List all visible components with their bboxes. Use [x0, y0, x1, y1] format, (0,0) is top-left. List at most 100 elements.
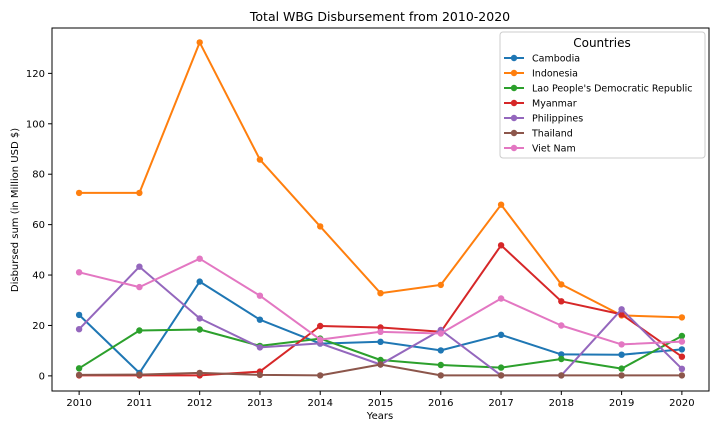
data-point: [558, 298, 565, 305]
legend-label: Indonesia: [532, 69, 578, 80]
x-tick-label: 2011: [127, 398, 152, 409]
legend-swatch-marker: [510, 144, 518, 152]
data-point: [75, 365, 83, 372]
legend-swatch-marker: [510, 129, 518, 137]
data-point: [196, 278, 203, 285]
data-point: [196, 255, 203, 262]
data-point: [377, 361, 384, 368]
legend-item: Viet Nam: [504, 144, 576, 155]
data-point: [136, 371, 143, 378]
data-point: [136, 189, 143, 197]
x-tick-label: 2020: [669, 398, 694, 409]
data-point: [75, 269, 83, 276]
x-tick-label: 2017: [488, 398, 513, 409]
series-layer: [75, 39, 686, 379]
data-point: [678, 332, 686, 340]
data-point: [558, 351, 565, 358]
data-point: [377, 338, 384, 345]
data-point: [437, 361, 444, 369]
legend-item: Lao People's Democratic Republic: [504, 84, 692, 95]
data-point: [256, 344, 264, 351]
legend-label: Myanmar: [532, 99, 577, 110]
data-point: [497, 242, 505, 249]
legend: Countries Cambodia Indonesia Lao People's …: [499, 31, 706, 159]
y-tick-label: 0: [39, 371, 45, 382]
y-axis: 0 20 40 60 80 100 120: [26, 69, 52, 382]
legend-title: Countries: [573, 36, 631, 50]
data-point: [497, 364, 505, 371]
data-point: [75, 371, 83, 379]
legend-label: Cambodia: [532, 54, 580, 65]
data-point: [618, 341, 625, 348]
data-point: [497, 372, 505, 379]
data-point: [377, 290, 384, 297]
data-point: [75, 326, 83, 333]
data-point: [678, 353, 686, 360]
data-point: [437, 330, 444, 337]
data-point: [558, 355, 565, 363]
series-lao-people-s-democratic-republic: [75, 326, 686, 372]
data-point: [317, 223, 324, 230]
data-point: [618, 365, 625, 372]
legend-item: Cambodia: [504, 54, 580, 65]
data-point: [256, 316, 264, 323]
series-line-myanmar: [79, 244, 683, 377]
data-point: [75, 311, 83, 319]
x-tick-label: 2014: [307, 398, 332, 409]
data-point: [678, 346, 686, 353]
y-tick-label: 40: [32, 271, 45, 282]
legend-swatch-marker: [510, 54, 518, 62]
data-point: [75, 189, 83, 197]
legend-box: [499, 31, 706, 159]
series-myanmar: [75, 242, 686, 379]
data-point: [317, 336, 324, 343]
legend-swatch-marker: [510, 99, 518, 107]
x-tick-label: 2019: [609, 398, 634, 409]
data-point: [196, 315, 203, 322]
data-point: [678, 372, 686, 379]
data-point: [618, 351, 625, 358]
data-point: [558, 281, 565, 288]
series-thailand: [75, 361, 686, 379]
legend-swatch-marker: [510, 84, 518, 92]
data-point: [317, 372, 324, 379]
chart-title: Total WBG Disbursement from 2010-2020: [249, 9, 510, 24]
x-axis-label: Years: [366, 411, 393, 422]
data-point: [256, 156, 264, 163]
data-point: [678, 365, 686, 372]
data-point: [678, 314, 686, 321]
data-point: [377, 356, 384, 364]
x-tick-label: 2010: [66, 398, 91, 409]
x-tick-label: 2012: [187, 398, 212, 409]
data-point: [437, 372, 444, 379]
legend-swatch-marker: [510, 69, 518, 77]
x-tick-label: 2013: [247, 398, 272, 409]
y-axis-label: Disbursed sum (in Million USD $): [10, 128, 21, 292]
data-point: [136, 263, 143, 270]
legend-swatch-marker: [510, 114, 518, 122]
y-tick-label: 20: [32, 321, 45, 332]
series-viet-nam: [75, 255, 686, 348]
data-point: [136, 283, 143, 291]
legend-items: Cambodia Indonesia Lao People's Democratic…: [504, 54, 692, 155]
data-point: [618, 306, 625, 313]
legend-item: Thailand: [504, 129, 573, 140]
data-point: [437, 347, 444, 354]
legend-item: Indonesia: [504, 69, 578, 80]
legend-label: Lao People's Democratic Republic: [532, 84, 692, 95]
data-point: [256, 371, 264, 379]
data-point: [618, 372, 625, 379]
y-tick-label: 100: [26, 119, 45, 130]
data-point: [437, 281, 444, 289]
data-point: [256, 292, 264, 299]
data-point: [317, 322, 324, 330]
data-point: [136, 327, 143, 334]
x-tick-label: 2016: [428, 398, 453, 409]
data-point: [196, 39, 203, 46]
y-tick-label: 120: [26, 69, 45, 80]
legend-item: Philippines: [504, 114, 583, 125]
legend-item: Myanmar: [504, 99, 577, 110]
data-point: [558, 322, 565, 329]
data-point: [497, 295, 505, 302]
